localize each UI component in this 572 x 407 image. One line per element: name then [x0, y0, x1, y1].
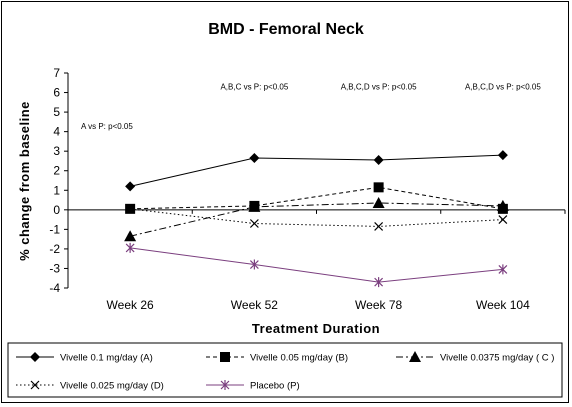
- data-point: [249, 259, 259, 270]
- data-point: [373, 182, 384, 193]
- legend-swatch-marker: [30, 352, 40, 362]
- data-point: [249, 153, 260, 164]
- x-tick-label: Week 104: [476, 298, 530, 312]
- legend-label: Vivelle 0.1 mg/day (A): [60, 353, 153, 364]
- data-point: [374, 277, 384, 288]
- y-tick-label: 5: [53, 105, 60, 119]
- data-point: [373, 154, 384, 165]
- series-2: [125, 182, 508, 214]
- legend-label: Vivelle 0.05 mg/day (B): [250, 353, 348, 364]
- significance-annotation: A,B,C,D vs P: p<0.05: [465, 83, 541, 92]
- legend-box: [7, 342, 563, 398]
- annotation-layer: A vs P: p<0.05 A,B,C vs P: p<0.05 A,B,C,D …: [81, 83, 541, 131]
- series-line: [130, 154, 503, 187]
- legend-label: Vivelle 0.0375 mg/day ( C ): [440, 353, 554, 364]
- significance-annotation: A,B,C vs P: p<0.05: [220, 83, 288, 92]
- significance-annotation: A,B,C,D vs P: p<0.05: [341, 83, 417, 92]
- data-point: [374, 222, 384, 231]
- y-tick-label: -4: [49, 281, 60, 295]
- line-chart: BMD - Femoral Neck % change from baselin…: [7, 21, 566, 398]
- x-axis-title: Treatment Duration: [252, 321, 380, 336]
- legend-swatch-marker: [220, 352, 230, 362]
- series-3: [124, 196, 509, 242]
- legend-label: Vivelle 0.025 mg/day (D): [60, 381, 164, 392]
- y-tick-label: 3: [53, 144, 60, 158]
- y-tick-label: 7: [53, 66, 60, 80]
- legend-item: Placebo (P): [206, 380, 300, 392]
- data-point: [249, 219, 259, 228]
- legend-swatch-marker: [409, 351, 421, 362]
- data-point: [248, 200, 261, 212]
- x-tick-label: Week 78: [355, 298, 402, 312]
- y-tick-label: 4: [53, 125, 60, 139]
- series-line: [130, 247, 503, 283]
- legend-swatch-marker: [30, 380, 40, 390]
- y-tick-label: -2: [49, 242, 60, 256]
- legend-item: Vivelle 0.05 mg/day (B): [206, 352, 348, 364]
- series-line: [130, 186, 503, 210]
- series-5: [125, 242, 508, 288]
- chart-title: BMD - Femoral Neck: [208, 21, 364, 38]
- legend-item: Vivelle 0.0375 mg/day ( C ): [396, 351, 554, 364]
- y-tick-label: -1: [49, 222, 60, 236]
- legend-item: Vivelle 0.025 mg/day (D): [16, 381, 164, 392]
- data-point: [498, 215, 508, 225]
- y-tick-label: 1: [53, 183, 60, 197]
- y-tick-label: 0: [53, 203, 60, 217]
- legend-item: Vivelle 0.1 mg/day (A): [16, 352, 153, 364]
- y-axis-title: % change from baseline: [17, 101, 32, 261]
- x-tick-label: Week 26: [107, 298, 154, 312]
- data-point: [124, 230, 137, 242]
- x-tick-label: Week 52: [231, 298, 278, 312]
- data-point: [125, 181, 136, 192]
- data-point: [372, 196, 385, 208]
- significance-annotation: A vs P: p<0.05: [81, 122, 133, 131]
- axes: -4 -3 -2 -1 0 1 2 3 4 5 6 7 Week 26 Week 52 Week 78 Wee…: [49, 66, 566, 312]
- series-layer: [124, 150, 509, 288]
- data-point: [125, 204, 135, 214]
- series-line: [130, 202, 503, 237]
- y-tick-label: 2: [53, 164, 60, 178]
- series-1: [125, 150, 508, 192]
- legend: Vivelle 0.1 mg/day (A) Vivelle 0.05 mg/da…: [7, 342, 563, 398]
- data-point: [496, 199, 509, 211]
- series-4: [125, 204, 508, 231]
- data-point: [125, 242, 135, 253]
- y-tick-label: 6: [53, 86, 60, 100]
- y-tick-label: -3: [49, 261, 60, 275]
- data-point: [497, 150, 508, 161]
- legend-swatch-marker: [220, 380, 230, 390]
- legend-label: Placebo (P): [250, 381, 300, 392]
- data-point: [498, 264, 508, 275]
